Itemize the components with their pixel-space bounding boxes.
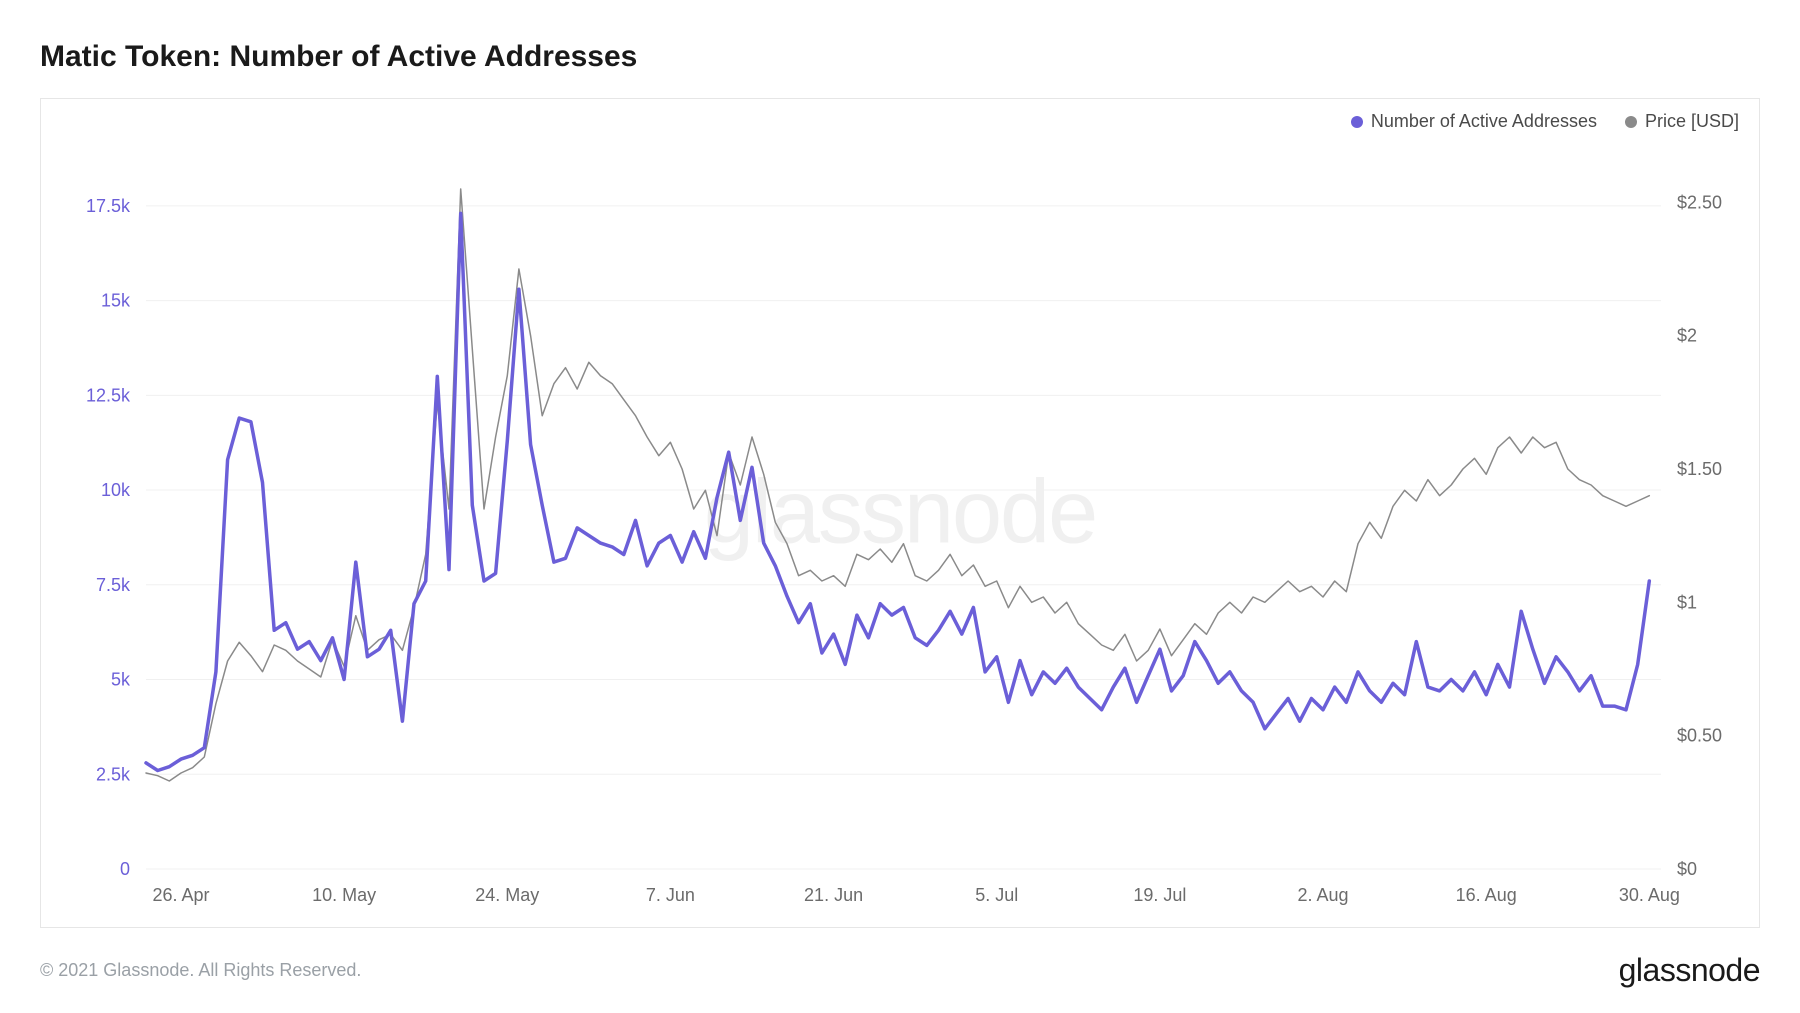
svg-text:5. Jul: 5. Jul	[975, 885, 1018, 905]
svg-text:10k: 10k	[101, 480, 131, 500]
brand-logo: glassnode	[1619, 952, 1760, 989]
svg-text:19. Jul: 19. Jul	[1133, 885, 1186, 905]
chart-frame: glassnode Number of Active Addresses Pri…	[40, 98, 1760, 928]
svg-text:17.5k: 17.5k	[86, 196, 131, 216]
svg-text:15k: 15k	[101, 291, 131, 311]
addresses-line	[146, 213, 1649, 770]
svg-text:$1: $1	[1677, 592, 1697, 612]
svg-text:$0: $0	[1677, 859, 1697, 879]
svg-text:16. Aug: 16. Aug	[1456, 885, 1517, 905]
footer: © 2021 Glassnode. All Rights Reserved. g…	[40, 952, 1760, 989]
svg-text:5k: 5k	[111, 670, 131, 690]
svg-text:2.5k: 2.5k	[96, 764, 131, 784]
svg-text:7. Jun: 7. Jun	[646, 885, 695, 905]
svg-text:12.5k: 12.5k	[86, 385, 131, 405]
svg-text:30. Aug: 30. Aug	[1619, 885, 1680, 905]
svg-text:2. Aug: 2. Aug	[1298, 885, 1349, 905]
chart-title: Matic Token: Number of Active Addresses	[40, 40, 1760, 74]
svg-text:$2: $2	[1677, 326, 1697, 346]
svg-text:10. May: 10. May	[312, 885, 376, 905]
svg-text:24. May: 24. May	[475, 885, 539, 905]
chart-svg: 0 2.5k 5k 7.5k 10k 12.5k 15k 17.5k $0 $0.50 $1 $1.…	[41, 99, 1759, 927]
svg-text:0: 0	[120, 859, 130, 879]
svg-text:21. Jun: 21. Jun	[804, 885, 863, 905]
svg-text:7.5k: 7.5k	[96, 575, 131, 595]
svg-text:$2.50: $2.50	[1677, 192, 1722, 212]
svg-text:$0.50: $0.50	[1677, 726, 1722, 746]
price-line	[146, 189, 1649, 781]
svg-text:$1.50: $1.50	[1677, 459, 1722, 479]
copyright-text: © 2021 Glassnode. All Rights Reserved.	[40, 960, 361, 981]
svg-text:26. Apr: 26. Apr	[152, 885, 209, 905]
